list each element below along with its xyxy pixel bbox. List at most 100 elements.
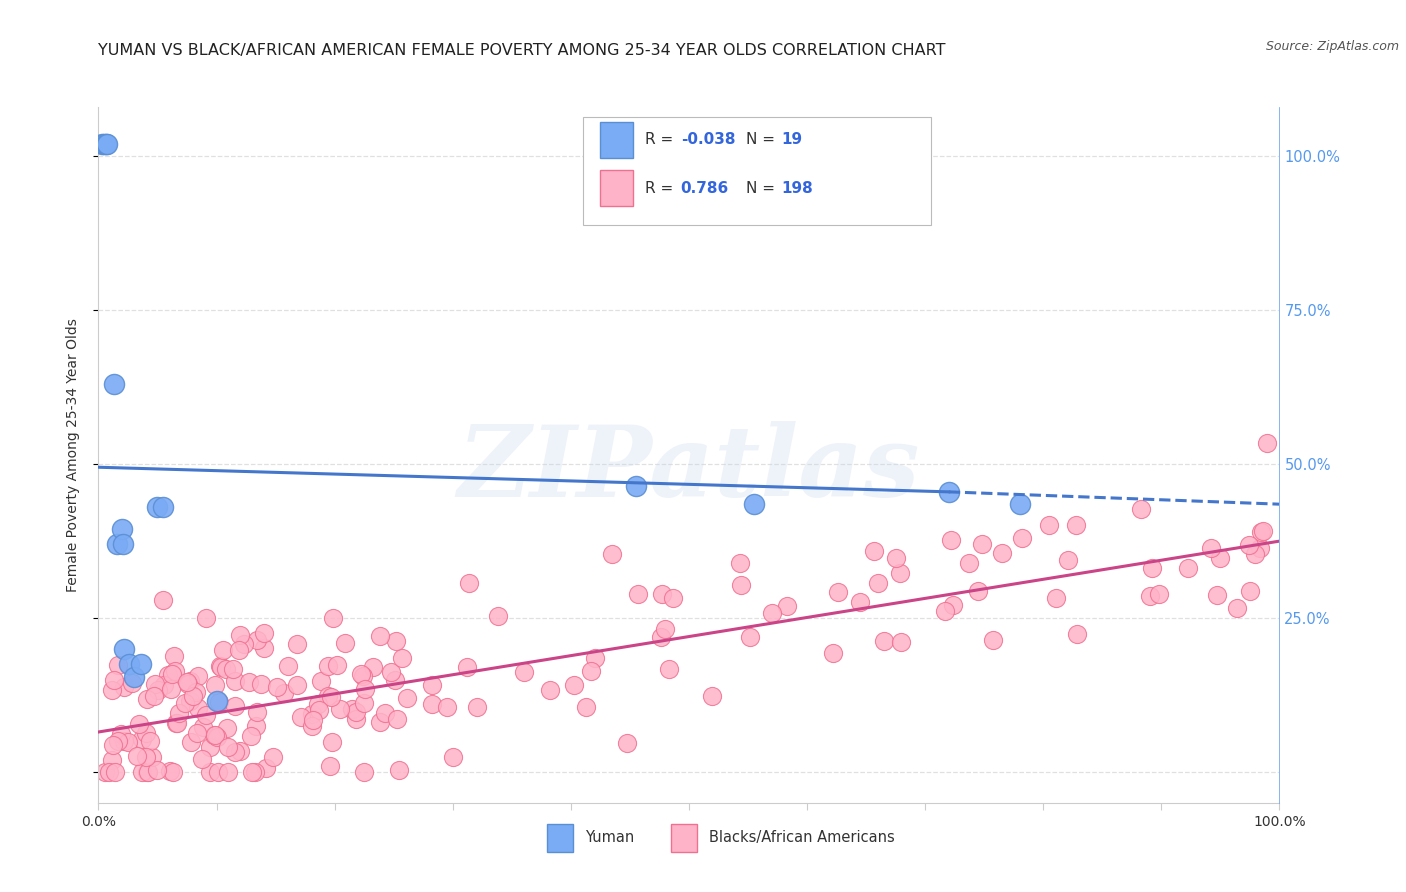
Point	[176, 674, 198, 689]
Point	[585, 650, 607, 665]
Point	[391, 651, 413, 665]
Point	[1139, 589, 1161, 603]
Point	[94, 136, 117, 151]
Point	[179, 694, 201, 708]
Point	[1208, 551, 1230, 566]
Point	[163, 664, 186, 678]
Point	[228, 744, 250, 758]
Point	[91, 136, 114, 151]
Point	[159, 764, 181, 779]
Point	[1244, 547, 1267, 561]
Point	[420, 678, 443, 692]
Point	[700, 689, 723, 703]
Point	[253, 641, 276, 656]
Point	[941, 533, 963, 547]
Point	[890, 634, 912, 648]
Point	[135, 726, 157, 740]
Point	[139, 733, 162, 747]
Point	[388, 764, 411, 778]
Point	[661, 591, 683, 605]
Point	[121, 676, 143, 690]
Point	[239, 729, 262, 743]
Point	[207, 764, 229, 779]
Point	[316, 689, 339, 703]
Point	[128, 716, 150, 731]
Point	[184, 684, 207, 698]
Text: R =: R =	[645, 132, 678, 147]
Point	[110, 727, 132, 741]
Point	[1140, 561, 1163, 575]
Point	[177, 676, 200, 690]
Point	[873, 634, 896, 648]
Point	[167, 706, 190, 720]
Point	[153, 678, 176, 692]
Point	[395, 691, 418, 706]
Text: 0.786: 0.786	[681, 181, 728, 195]
Point	[180, 734, 202, 748]
Point	[352, 668, 374, 682]
Point	[187, 701, 209, 715]
Point	[456, 660, 478, 674]
Point	[374, 706, 396, 720]
FancyBboxPatch shape	[547, 823, 574, 852]
Point	[204, 729, 226, 743]
Point	[166, 716, 188, 731]
Point	[250, 676, 273, 690]
Point	[624, 479, 647, 493]
Point	[217, 764, 239, 779]
Point	[441, 750, 464, 764]
Text: N =: N =	[745, 132, 779, 147]
Point	[1008, 497, 1031, 511]
Point	[335, 636, 357, 650]
Point	[370, 715, 392, 730]
Text: Yuman: Yuman	[585, 830, 634, 845]
Point	[730, 578, 752, 592]
Point	[981, 632, 1004, 647]
Point	[370, 629, 392, 643]
Point	[938, 484, 960, 499]
Point	[107, 733, 129, 747]
Point	[1239, 584, 1261, 599]
Point	[111, 522, 134, 536]
Point	[145, 677, 167, 691]
Point	[112, 680, 135, 694]
Point	[162, 764, 184, 779]
Point	[191, 720, 214, 734]
Point	[204, 678, 226, 692]
Point	[322, 611, 344, 625]
Point	[273, 686, 295, 700]
Point	[354, 681, 377, 696]
Point	[135, 764, 157, 779]
Point	[889, 566, 911, 580]
Point	[465, 700, 488, 714]
Point	[1177, 561, 1199, 575]
Point	[1147, 587, 1170, 601]
Point	[209, 660, 232, 674]
Point	[353, 764, 375, 779]
Text: Source: ZipAtlas.com: Source: ZipAtlas.com	[1265, 40, 1399, 54]
Point	[207, 695, 229, 709]
Text: 19: 19	[782, 132, 803, 147]
Point	[827, 585, 849, 599]
Point	[96, 136, 118, 151]
Point	[202, 728, 225, 742]
Point	[152, 592, 174, 607]
Point	[181, 689, 204, 703]
Point	[229, 628, 252, 642]
Text: Blacks/African Americans: Blacks/African Americans	[709, 830, 894, 845]
Point	[135, 749, 157, 764]
Point	[353, 696, 375, 710]
Point	[738, 631, 761, 645]
Point	[821, 646, 844, 660]
Point	[98, 764, 121, 779]
Point	[1226, 600, 1249, 615]
Point	[186, 725, 208, 739]
Point	[103, 673, 125, 687]
Point	[135, 692, 157, 706]
Point	[329, 702, 352, 716]
Point	[262, 750, 284, 764]
Y-axis label: Female Poverty Among 25-34 Year Olds: Female Poverty Among 25-34 Year Olds	[66, 318, 80, 592]
Point	[319, 759, 342, 773]
Text: ZIPatlas: ZIPatlas	[458, 421, 920, 517]
Point	[266, 680, 288, 694]
